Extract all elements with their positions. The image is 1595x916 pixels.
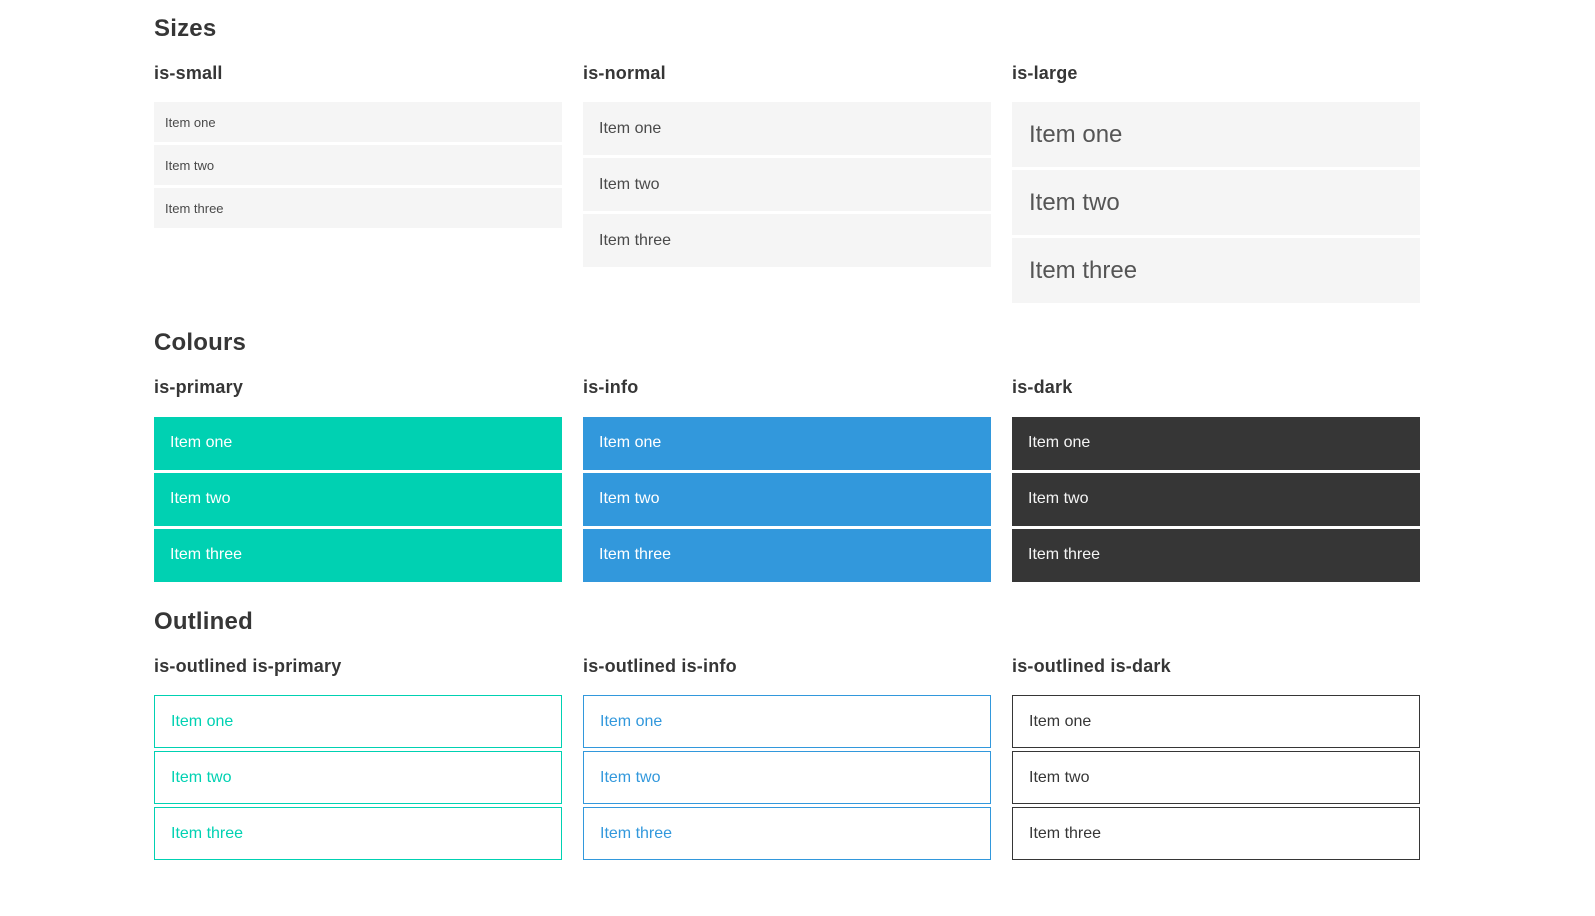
variant-group-is-large: is-large Item one Item two Item three: [1012, 63, 1420, 307]
page-content: Sizes is-small Item one Item two Item three i…: [154, 15, 1420, 863]
list-item[interactable]: Item three: [583, 214, 991, 268]
list-item[interactable]: Item one: [583, 416, 991, 470]
list-item[interactable]: Item two: [583, 472, 991, 526]
item-list: Item one Item two Item three: [1012, 102, 1420, 304]
list-item[interactable]: Item one: [154, 695, 562, 749]
variant-group-is-info: is-info Item one Item two Item three: [583, 377, 991, 585]
list-item[interactable]: Item two: [154, 751, 562, 805]
variant-group-is-outlined-is-info: is-outlined is-info Item one Item two Item …: [583, 656, 991, 864]
variant-group-is-outlined-is-dark: is-outlined is-dark Item one Item two Item …: [1012, 656, 1420, 864]
list-item[interactable]: Item two: [154, 145, 562, 186]
list-item[interactable]: Item one: [1012, 102, 1420, 168]
item-list: Item one Item two Item three: [583, 695, 991, 861]
variant-group-label: is-small: [154, 62, 223, 83]
variant-group-label: is-primary: [154, 377, 244, 398]
list-item[interactable]: Item two: [583, 158, 991, 212]
variant-group-is-outlined-is-primary: is-outlined is-primary Item one Item two It…: [154, 656, 562, 864]
list-item[interactable]: Item two: [154, 472, 562, 526]
list-item[interactable]: Item one: [583, 695, 991, 749]
section-title: Sizes: [154, 15, 217, 42]
item-list: Item one Item two Item three: [583, 416, 991, 582]
list-item[interactable]: Item three: [154, 807, 562, 861]
item-list: Item one Item two Item three: [583, 102, 991, 268]
section-columns: is-small Item one Item two Item three is-nor…: [154, 63, 1420, 307]
list-item[interactable]: Item two: [1012, 751, 1420, 805]
list-item[interactable]: Item one: [1012, 695, 1420, 749]
section-title: Colours: [154, 329, 247, 357]
list-item[interactable]: Item three: [1012, 807, 1420, 861]
section-title: Outlined: [154, 607, 253, 635]
item-list: Item one Item two Item three: [154, 695, 562, 861]
list-item[interactable]: Item one: [154, 416, 562, 470]
list-item[interactable]: Item three: [1012, 238, 1420, 304]
variant-group-label: is-outlined is-primary: [154, 655, 342, 676]
section-columns: is-outlined is-primary Item one Item two It…: [154, 656, 1420, 864]
variant-group-label: is-outlined is-dark: [1012, 655, 1171, 676]
variant-group-is-primary: is-primary Item one Item two Item three: [154, 377, 562, 585]
section-outlined: Outlined is-outlined is-primary Item one It…: [154, 608, 1420, 863]
variant-group-is-dark: is-dark Item one Item two Item three: [1012, 377, 1420, 585]
item-list: Item one Item two Item three: [154, 416, 562, 582]
variant-group-label: is-outlined is-info: [583, 655, 737, 676]
list-item[interactable]: Item three: [583, 807, 991, 861]
variant-group-label: is-normal: [583, 62, 666, 83]
variant-group-label: is-info: [583, 377, 639, 398]
item-list: Item one Item two Item three: [1012, 695, 1420, 861]
variant-group-label: is-large: [1012, 62, 1078, 83]
list-item[interactable]: Item three: [154, 528, 562, 582]
variant-group-label: is-dark: [1012, 377, 1073, 398]
variant-group-is-small: is-small Item one Item two Item three: [154, 63, 562, 307]
section-sizes: Sizes is-small Item one Item two Item three i…: [154, 15, 1420, 306]
list-item[interactable]: Item two: [1012, 472, 1420, 526]
list-item[interactable]: Item two: [583, 751, 991, 805]
item-list: Item one Item two Item three: [154, 102, 562, 229]
section-colours: Colours is-primary Item one Item two Item th…: [154, 329, 1420, 584]
list-item[interactable]: Item one: [583, 102, 991, 156]
list-item[interactable]: Item one: [154, 102, 562, 143]
item-list: Item one Item two Item three: [1012, 416, 1420, 582]
list-item[interactable]: Item three: [583, 528, 991, 582]
list-item[interactable]: Item three: [1012, 528, 1420, 582]
variant-group-is-normal: is-normal Item one Item two Item three: [583, 63, 991, 307]
section-columns: is-primary Item one Item two Item three is-i…: [154, 377, 1420, 585]
list-item[interactable]: Item two: [1012, 170, 1420, 236]
list-item[interactable]: Item one: [1012, 416, 1420, 470]
list-item[interactable]: Item three: [154, 188, 562, 229]
